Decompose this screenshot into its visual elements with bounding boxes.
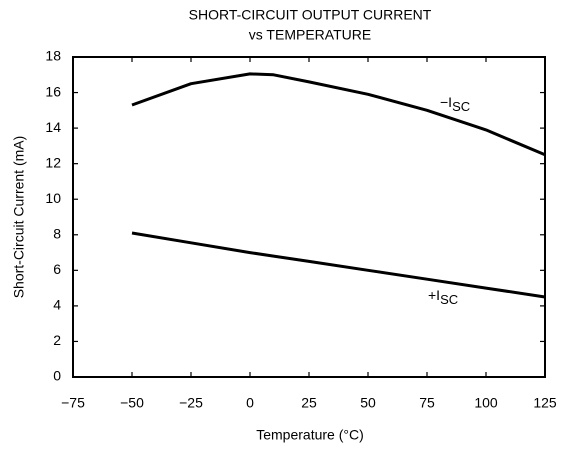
x-tick-label: −50 bbox=[120, 395, 144, 411]
series-line bbox=[131, 231, 546, 299]
y-axis-label: Short-Circuit Current (mA) bbox=[11, 136, 27, 299]
chart-subtitle: vs TEMPERATURE bbox=[249, 27, 371, 43]
chart-title: SHORT-CIRCUIT OUTPUT CURRENT bbox=[189, 7, 432, 23]
x-tick-label: −75 bbox=[61, 395, 85, 411]
y-tick-label: 12 bbox=[45, 154, 61, 170]
y-tick-label: 14 bbox=[45, 119, 61, 135]
x-tick-label: 0 bbox=[246, 395, 254, 411]
series-label-subscript: SC bbox=[440, 292, 458, 307]
x-tick-label: −25 bbox=[179, 395, 203, 411]
y-tick-label: 16 bbox=[45, 83, 61, 99]
x-tick-label: 125 bbox=[533, 395, 557, 411]
series-line bbox=[131, 72, 546, 157]
y-tick-label: 10 bbox=[45, 190, 61, 206]
series-label: −ISC bbox=[440, 94, 470, 115]
x-tick-label: 50 bbox=[360, 395, 376, 411]
plot-frame bbox=[72, 56, 546, 378]
y-tick-label: 4 bbox=[53, 297, 61, 313]
series-label-name: +I bbox=[428, 287, 440, 303]
series-label: +ISC bbox=[428, 287, 458, 308]
y-tick-label: 6 bbox=[53, 261, 61, 277]
series-label-name: −I bbox=[440, 94, 452, 110]
series-label-subscript: SC bbox=[452, 99, 470, 114]
x-tick-label: 100 bbox=[474, 395, 498, 411]
y-tick-label: 18 bbox=[45, 48, 61, 64]
y-tick-label: 8 bbox=[53, 225, 61, 241]
y-tick-label: 0 bbox=[53, 368, 61, 384]
x-tick-label: 75 bbox=[419, 395, 435, 411]
x-tick-label: 25 bbox=[301, 395, 317, 411]
y-tick-label: 2 bbox=[53, 332, 61, 348]
x-axis-label: Temperature (°C) bbox=[256, 427, 364, 443]
